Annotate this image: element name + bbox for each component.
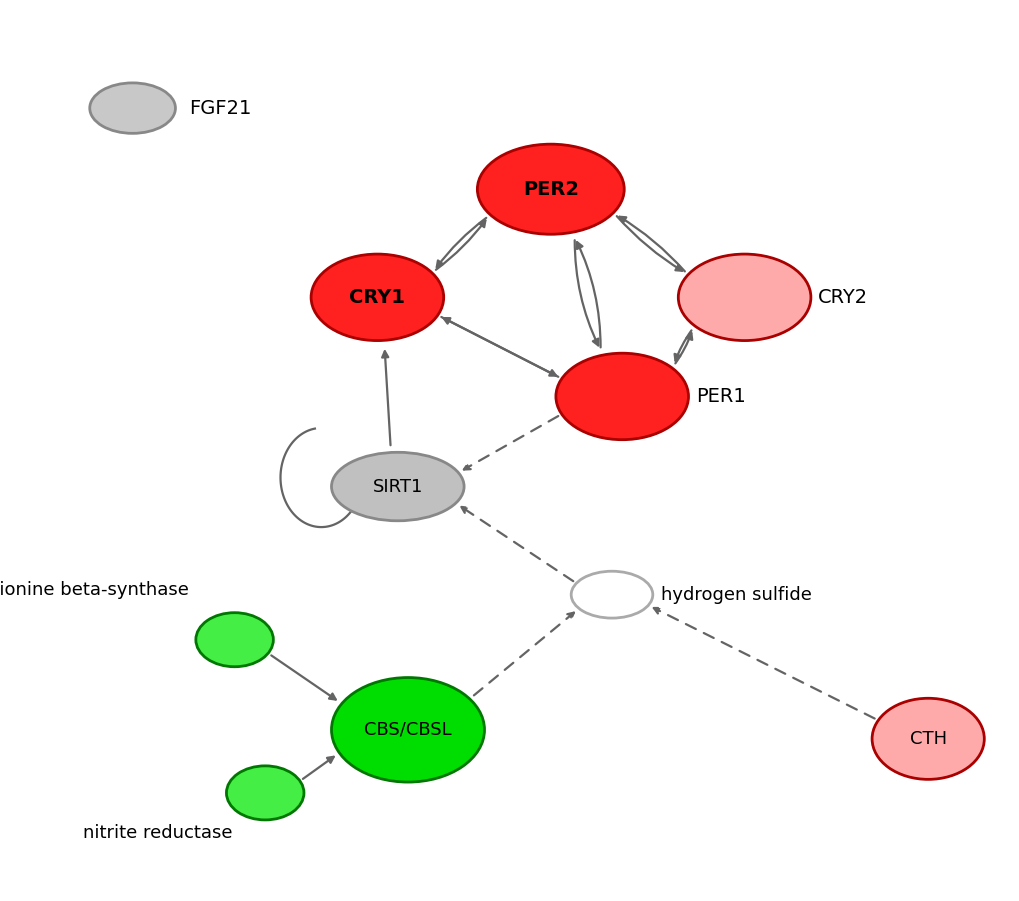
Text: CBS/CBSL: CBS/CBSL: [364, 721, 451, 739]
Ellipse shape: [477, 144, 624, 234]
Ellipse shape: [555, 353, 688, 440]
Ellipse shape: [196, 613, 273, 667]
Ellipse shape: [226, 766, 304, 820]
Ellipse shape: [678, 254, 810, 341]
Ellipse shape: [90, 83, 175, 133]
Text: hydrogen sulfide: hydrogen sulfide: [660, 586, 811, 604]
Text: CRY2: CRY2: [817, 287, 867, 307]
Text: cystathionine beta-synthase: cystathionine beta-synthase: [0, 581, 189, 599]
Ellipse shape: [871, 698, 983, 779]
Text: PER2: PER2: [523, 179, 578, 199]
Text: nitrite reductase: nitrite reductase: [83, 824, 232, 842]
Text: FGF21: FGF21: [189, 98, 251, 118]
Text: SIRT1: SIRT1: [372, 478, 423, 496]
Text: CTH: CTH: [909, 730, 946, 748]
Ellipse shape: [331, 678, 484, 782]
Text: PER1: PER1: [695, 387, 745, 406]
Ellipse shape: [571, 571, 652, 618]
Ellipse shape: [331, 452, 464, 521]
Ellipse shape: [311, 254, 443, 341]
Text: CRY1: CRY1: [350, 287, 405, 307]
